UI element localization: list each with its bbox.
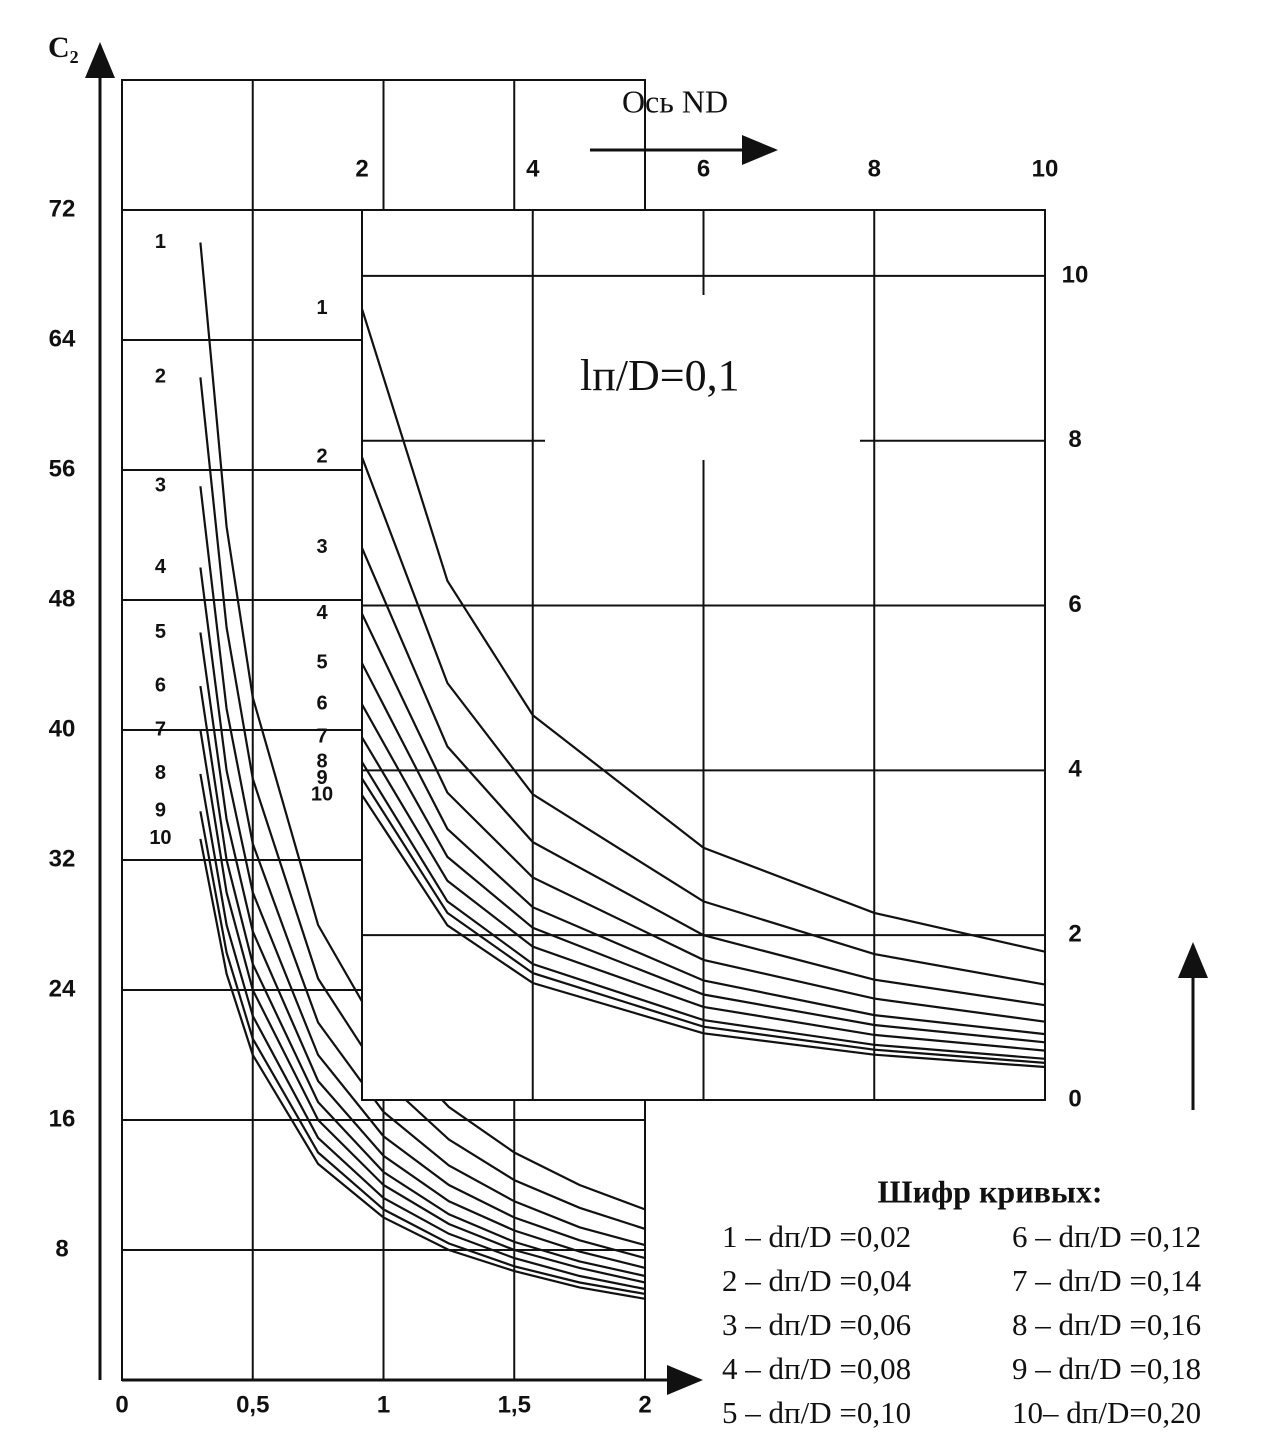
x-tick-label: 6 — [697, 155, 710, 182]
legend-entry: 4 – dп/D =0,08 — [722, 1351, 911, 1386]
curve-label: 10 — [149, 827, 171, 849]
legend-entry: 8 – dп/D =0,16 — [1012, 1307, 1201, 1342]
curve — [361, 778, 1046, 1064]
curve-label: 4 — [316, 602, 328, 624]
curve-label: 9 — [316, 767, 327, 789]
curve-label: 10 — [311, 783, 333, 805]
legend-entry: 6 – dп/D =0,12 — [1012, 1219, 1201, 1254]
y-tick-label: 10 — [1062, 261, 1089, 288]
curve-label: 1 — [316, 297, 327, 319]
y-tick-label: 2 — [1068, 921, 1081, 948]
curve-label: 8 — [316, 750, 327, 772]
curve — [361, 736, 1046, 1052]
curve — [199, 811, 646, 1295]
curve — [199, 685, 646, 1278]
curve-label: 7 — [155, 718, 166, 740]
curve — [199, 486, 646, 1247]
x-tick-label: 0,5 — [236, 1391, 269, 1418]
y-tick-label: 4 — [1068, 756, 1082, 783]
y-tick-label: 64 — [49, 325, 76, 352]
curve-label: 5 — [155, 621, 166, 643]
curve-label: 2 — [155, 366, 166, 388]
curve-label: 8 — [155, 762, 166, 784]
annotation-box — [545, 295, 860, 460]
curve-label: 9 — [155, 800, 166, 822]
curve — [199, 632, 646, 1269]
curve-label: 4 — [155, 556, 167, 578]
x-tick-label: 1 — [377, 1391, 390, 1418]
curve-label: 6 — [155, 674, 166, 696]
y-tick-label: 72 — [49, 195, 76, 222]
legend-entry: 7 – dп/D =0,14 — [1012, 1263, 1202, 1298]
x-axis-label: Ось ND — [622, 83, 728, 119]
y-tick-label: 40 — [49, 715, 76, 742]
x-tick-label: 8 — [868, 155, 881, 182]
legend-entry: 2 – dп/D =0,04 — [722, 1263, 912, 1298]
curve — [361, 662, 1046, 1036]
curve — [361, 613, 1046, 1023]
y-tick-label: 0 — [1068, 1085, 1081, 1112]
y-tick-label: 48 — [49, 585, 76, 612]
legend: Шифр кривых: 1 – dп/D =0,02 2 – dп/D =0,04… — [722, 1173, 1202, 1430]
legend-entry: 5 – dп/D =0,10 — [722, 1395, 911, 1430]
curve-label: 2 — [316, 446, 327, 468]
curve-label: 5 — [316, 652, 327, 674]
legend-title: Шифр кривых: — [877, 1173, 1102, 1209]
curve — [360, 308, 1046, 953]
x-tick-label: 4 — [526, 155, 540, 182]
curve — [360, 547, 1046, 1007]
y-tick-label: 56 — [49, 455, 76, 482]
curve — [199, 567, 646, 1260]
legend-entry: 9 – dп/D =0,18 — [1012, 1351, 1201, 1386]
curve — [361, 703, 1046, 1044]
x-tick-label: 1,5 — [498, 1391, 531, 1418]
curve — [360, 456, 1046, 986]
y-tick-label: 16 — [49, 1105, 76, 1132]
curve — [199, 729, 646, 1284]
annotation: lп/D=0,1 — [580, 351, 740, 400]
curve-label: 3 — [316, 536, 327, 558]
curve — [199, 773, 646, 1291]
curve-label: 6 — [316, 693, 327, 715]
x-tick-label: 2 — [355, 155, 368, 182]
curve — [199, 838, 646, 1300]
y-tick-label: 6 — [1068, 591, 1081, 618]
legend-entry: 3 – dп/D =0,06 — [722, 1307, 911, 1342]
curve-label: 3 — [155, 475, 166, 497]
y-tick-label: 8 — [1068, 426, 1081, 453]
curve-label: 1 — [155, 231, 166, 253]
curve — [361, 794, 1046, 1069]
x-tick-label: 0 — [115, 1391, 128, 1418]
y-tick-label: 8 — [55, 1235, 68, 1262]
legend-entry: 1 – dп/D =0,02 — [722, 1219, 911, 1254]
y-axis-label: C₂ — [48, 31, 79, 64]
x-tick-label: 2 — [638, 1391, 651, 1418]
curve — [361, 761, 1046, 1060]
curve-label: 7 — [316, 726, 327, 748]
y-tick-label: 24 — [49, 975, 76, 1002]
y-tick-label: 32 — [49, 845, 76, 872]
x-tick-label: 10 — [1032, 155, 1059, 182]
legend-entry: 10– dп/D=0,20 — [1012, 1395, 1201, 1430]
